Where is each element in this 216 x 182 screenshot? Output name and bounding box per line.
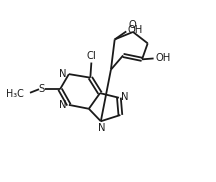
Text: OH: OH [155,54,170,64]
Text: OH: OH [128,25,143,35]
Text: Cl: Cl [87,51,97,61]
Text: N: N [97,123,105,133]
Text: N: N [59,69,67,79]
Text: S: S [38,84,45,94]
Text: O: O [128,20,136,30]
Text: N: N [121,92,129,102]
Text: N: N [59,100,67,110]
Text: H₃C: H₃C [6,89,24,99]
